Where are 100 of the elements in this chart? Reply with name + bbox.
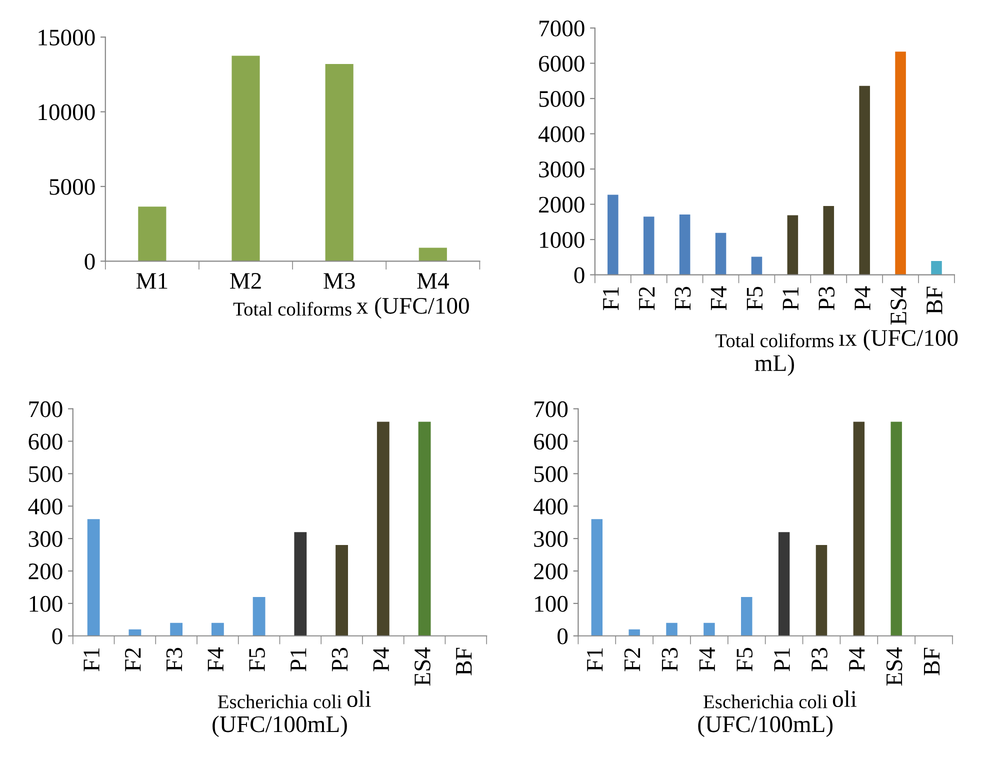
x-tick-label: P1 [774,648,790,672]
x-tick-label: P4 [849,647,865,672]
y-tick-label: 600 [534,434,568,450]
bar [895,52,906,275]
text: mL) [754,354,794,376]
x-tick-label: F3 [662,648,678,672]
y-tick-label: 0 [574,267,584,284]
bar [211,622,224,636]
bar [252,596,266,636]
x-tick-label: F2 [638,287,655,310]
x-tick-label: F1 [603,287,619,310]
y-tick-label: 3000 [539,162,584,178]
x-tick-label: P4 [854,286,870,310]
y-tick-label: 1000 [540,232,584,248]
bar [294,532,307,636]
bar [128,629,142,636]
bar [704,622,715,636]
text: oli [347,690,371,708]
x-tick-label: P4 [373,647,389,672]
y-tick-label: 400 [28,498,62,515]
x-axis-title: Total coliforms [233,302,352,316]
x-tick-label: M4 [417,273,449,289]
y-tick-label: 0 [84,254,95,270]
x-tick-label: F4 [710,286,726,310]
x-tick-label: F2 [124,648,141,672]
y-tick-label: 200 [28,563,62,580]
x-tick-label: ES4 [890,286,906,325]
x-tick-label: F5 [746,286,763,310]
bar [666,622,678,636]
bar [376,422,390,636]
bar [787,215,798,275]
text: (UFC/100mL) [698,716,833,738]
x-axis-title: Escherichia coli [704,694,828,708]
bar [751,256,762,275]
x-tick-label: F5 [736,648,753,672]
x-tick-label: M2 [230,273,261,289]
y-tick-label: 6000 [539,56,584,72]
y-tick-label: 300 [28,531,62,547]
x-tick-label: F5 [249,648,265,672]
bar [87,519,100,636]
y-tick-label: 600 [28,434,62,450]
bar [679,214,690,275]
x-tick-label: F1 [84,648,100,672]
text: ıx (UFC/100 [839,329,958,351]
bar [138,206,166,262]
y-tick-label: 100 [30,596,62,612]
y-tick-label: 500 [534,466,568,482]
x-axis-title: Total coliforms [716,333,834,348]
x-tick-label: P3 [818,286,835,310]
x-axis-title: Escherichia coli [218,694,342,708]
text: x (UFC/100 [356,297,469,319]
x-tick-label: ES4 [414,647,430,686]
bar [931,261,942,275]
y-tick-label: 0 [558,628,568,644]
y-tick-label: 300 [534,531,568,547]
x-tick-label: F1 [587,648,603,672]
bar [336,545,348,636]
x-tick-label: F4 [699,647,715,672]
x-tick-label: ES4 [886,647,902,686]
bar [778,532,790,636]
x-tick-label: P1 [782,287,798,310]
y-tick-label: 5000 [539,91,584,107]
y-tick-label: 200 [534,563,568,580]
bar [418,422,431,636]
y-tick-label: 2000 [539,196,584,213]
x-tick-label: F4 [208,647,224,672]
bar [741,596,752,636]
y-tick-label: 400 [534,498,568,515]
y-tick-label: 700 [29,401,62,418]
y-tick-label: 4000 [538,126,584,142]
y-tick-label: 100 [535,596,568,612]
x-tick-label: P3 [812,648,828,672]
y-tick-label: 700 [534,401,568,418]
x-tick-label: F2 [624,648,640,672]
bar [232,56,260,262]
y-tick-label: 15000 [38,30,95,46]
text: (UFC/100mL) [212,716,347,738]
bar [608,194,618,275]
bar [816,545,828,636]
bar [715,232,726,275]
bar [628,629,640,636]
y-tick-label: 5000 [50,178,95,195]
bar [643,216,654,275]
bar [823,206,834,275]
bar [890,422,902,636]
x-tick-label: BF [456,648,472,676]
x-tick-label: M1 [136,273,168,289]
bar [591,519,603,636]
bar [853,422,865,636]
bar [325,64,354,262]
x-tick-label: P1 [290,648,306,672]
x-tick-label: P3 [332,648,348,672]
x-tick-label: M3 [324,273,355,289]
x-tick-label: BF [924,648,940,676]
bar [418,248,447,262]
bar [859,86,870,275]
x-tick-label: F3 [674,286,691,310]
y-tick-label: 7000 [540,20,584,36]
y-tick-label: 10000 [38,104,95,120]
x-tick-label: F3 [166,648,182,672]
